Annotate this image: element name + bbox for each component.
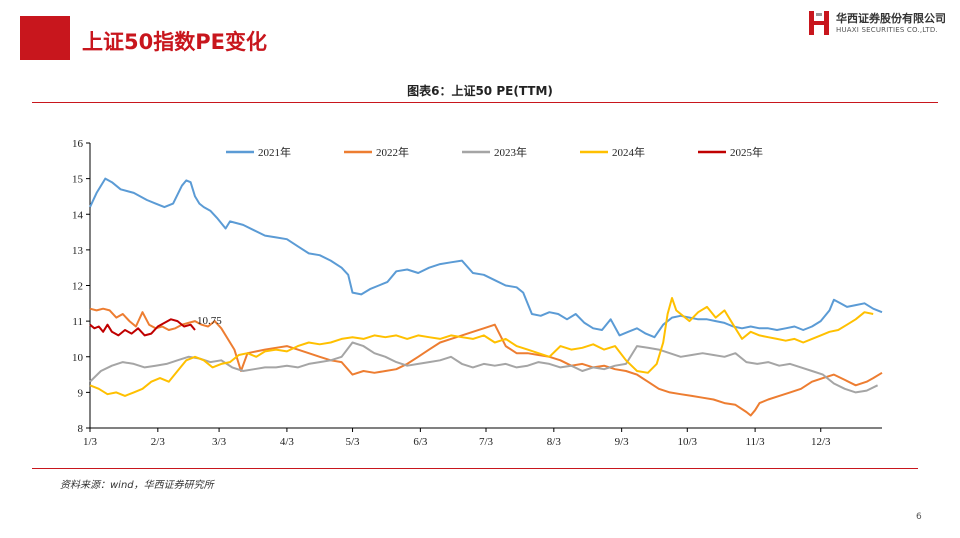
x-tick-label: 3/3 <box>212 436 227 448</box>
legend-label-5: 2025年 <box>730 145 763 159</box>
series-line-3 <box>89 341 879 394</box>
chart-title: 图表6：上证50 PE(TTM) <box>407 84 553 98</box>
series-line-5 <box>89 318 196 337</box>
company-logo: 华西证券股份有限公司 HUAXI SECURITIES CO.,LTD. <box>808 8 948 40</box>
x-tick-label: 6/3 <box>413 436 428 448</box>
y-tick-label: 8 <box>78 423 84 435</box>
x-tick-label: 7/3 <box>479 436 494 448</box>
huaxi-logo-icon <box>809 11 829 35</box>
x-tick-label: 12/3 <box>811 436 831 448</box>
legend-label-4: 2024年 <box>612 145 645 159</box>
page-number: 6 <box>916 512 922 522</box>
y-tick-label: 12 <box>72 281 83 293</box>
legend-label-1: 2021年 <box>258 145 291 159</box>
series-line-4 <box>89 297 874 397</box>
logo-chinese-name: 华西证券股份有限公司 <box>836 12 946 25</box>
x-tick-label: 2/3 <box>151 436 166 448</box>
y-tick-label: 16 <box>72 138 84 150</box>
source-note: 资料来源：wind，华西证券研究所 <box>60 480 214 491</box>
y-tick-label: 15 <box>72 174 84 186</box>
bottom-divider <box>32 468 918 469</box>
legend-label-3: 2023年 <box>494 145 527 159</box>
annotation-layer: 10.75 <box>197 315 222 327</box>
annotation-label: 10.75 <box>197 315 222 327</box>
chart-legend: 2021年 2022年 2023年 2024年 2025年 <box>226 145 763 159</box>
logo-english-name: HUAXI SECURITIES CO.,LTD. <box>836 26 938 34</box>
legend-label-2: 2022年 <box>376 145 409 159</box>
series-layer <box>89 177 883 417</box>
x-tick-label: 4/3 <box>280 436 295 448</box>
x-tick-label: 11/3 <box>746 436 766 448</box>
x-tick-label: 5/3 <box>346 436 361 448</box>
y-tick-label: 10 <box>72 352 84 364</box>
top-divider <box>32 102 938 103</box>
chart-axes: 8 9 10 11 12 13 14 15 16 1/3 2/3 3/3 4/3 5/3 6/3 7/3 8/3… <box>72 138 882 448</box>
y-tick-label: 11 <box>72 316 83 328</box>
x-tick-label: 8/3 <box>547 436 562 448</box>
y-tick-label: 14 <box>72 209 84 221</box>
x-tick-label: 9/3 <box>615 436 630 448</box>
y-tick-label: 9 <box>78 387 84 399</box>
x-tick-label: 1/3 <box>83 436 98 448</box>
slide-title: 上证50指数PE变化 <box>82 30 267 54</box>
title-banner-block <box>20 16 70 60</box>
x-tick-label: 10/3 <box>678 436 698 448</box>
series-line-1 <box>89 177 883 339</box>
y-tick-label: 13 <box>72 245 84 257</box>
